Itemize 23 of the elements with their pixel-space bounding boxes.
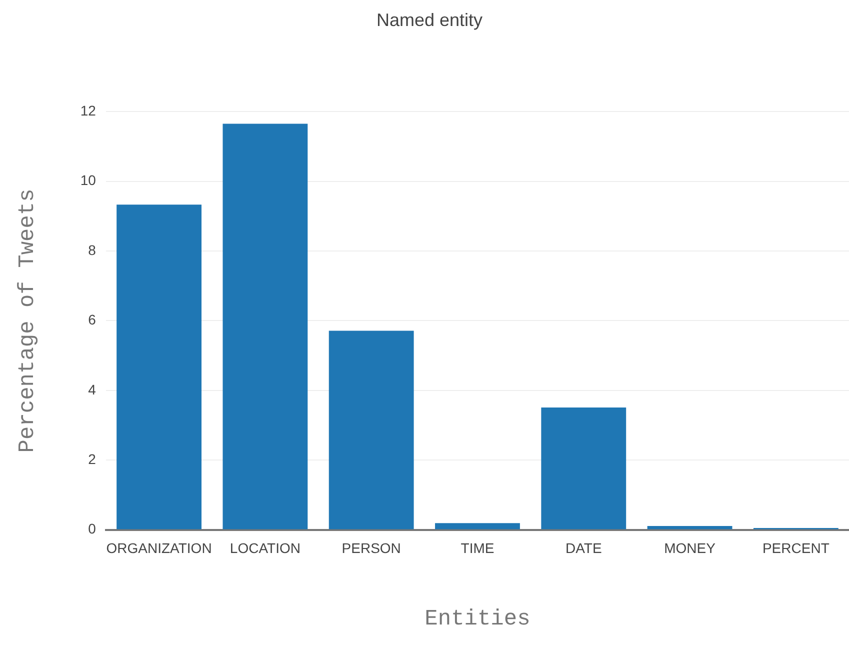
chart-title: Named entity <box>376 10 483 30</box>
bar <box>222 124 308 530</box>
x-tick-label: TIME <box>460 540 494 556</box>
y-axis-title: Percentage of Tweets <box>15 188 40 453</box>
x-tick-label: PERCENT <box>762 540 830 556</box>
bar <box>647 526 732 530</box>
x-axis-title: Entities <box>424 606 530 632</box>
bar <box>328 330 414 530</box>
bar <box>541 407 626 530</box>
x-tick-label: PERSON <box>342 540 401 556</box>
y-tick-label: 8 <box>88 242 96 258</box>
y-tick-label: 4 <box>88 381 96 398</box>
y-tick-label: 6 <box>88 312 96 328</box>
x-tick-label: MONEY <box>664 540 716 556</box>
y-tick-label: 0 <box>88 520 96 537</box>
x-tick-label: ORGANIZATION <box>106 540 212 556</box>
x-tick-label: DATE <box>565 540 602 556</box>
x-tick-label: LOCATION <box>230 540 300 556</box>
bar <box>435 523 520 530</box>
y-tick-label: 10 <box>80 172 96 188</box>
bar <box>116 204 202 530</box>
y-tick-label: 2 <box>88 450 96 467</box>
y-tick-label: 12 <box>80 102 96 118</box>
